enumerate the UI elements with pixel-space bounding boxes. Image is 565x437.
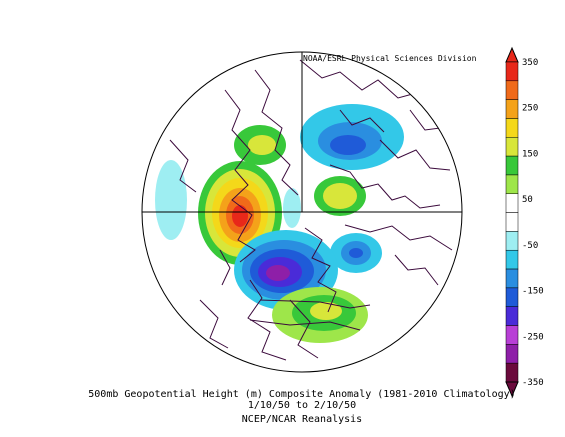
colorbar-swatch [505,249,519,270]
anomaly-trough-east [330,233,382,273]
colorbar-swatch [505,325,519,345]
colorbar-swatch [505,344,519,364]
colorbar [505,46,519,398]
colorbar-tick-label: 50 [522,195,533,205]
polar-map [141,51,463,373]
anomaly-ridge-south [272,287,368,343]
colorbar-swatch [505,174,519,195]
colorbar-swatch [505,61,519,82]
anomaly-contour [155,160,187,240]
colorbar-bottom-arrow [505,381,519,398]
colorbar-tick-label: 250 [522,104,538,114]
colorbar-swatch [505,99,519,119]
colorbar-labels: 350 250 150 50 -50 -150 -250 -350 [522,58,544,388]
colorbar-swatch [505,80,519,100]
anomaly-ridge-pacific [198,161,282,265]
colorbar-swatch [505,155,519,176]
colorbar-swatch [505,362,519,383]
anomaly-trough-north [300,104,404,170]
colorbar-tick-label: -350 [522,378,544,388]
colorbar-swatch [505,212,519,232]
anomaly-shading [155,104,404,343]
colorbar-tick-label: -150 [522,287,544,297]
colorbar-swatch [505,306,519,326]
credit-text: NOAA/ESRL Physical Sciences Division [303,54,477,63]
colorbar-tick-label: -250 [522,332,544,342]
colorbar-tick-label: -50 [522,241,538,251]
colorbar-swatch [505,231,519,251]
coastlines [169,59,456,361]
colorbar-swatch [505,287,519,307]
colorbar-swatch [505,137,519,157]
colorbar-swatch [505,268,519,289]
anomaly-contour [283,188,301,228]
anomaly-ridge-north [234,125,286,165]
anomaly-ridge-east [314,176,366,216]
colorbar-tick-label: 350 [522,58,538,68]
colorbar-tick-label: 150 [522,149,538,159]
caption-line-2: 1/10/50 to 2/10/50 [248,400,356,411]
colorbar-swatch [505,193,519,213]
colorbar-top-arrow [505,46,519,63]
colorbar-swatch [505,118,519,138]
caption-line-3: NCEP/NCAR Reanalysis [242,414,362,425]
map-border [141,51,463,373]
caption-line-1: 500mb Geopotential Height (m) Composite … [88,389,515,400]
